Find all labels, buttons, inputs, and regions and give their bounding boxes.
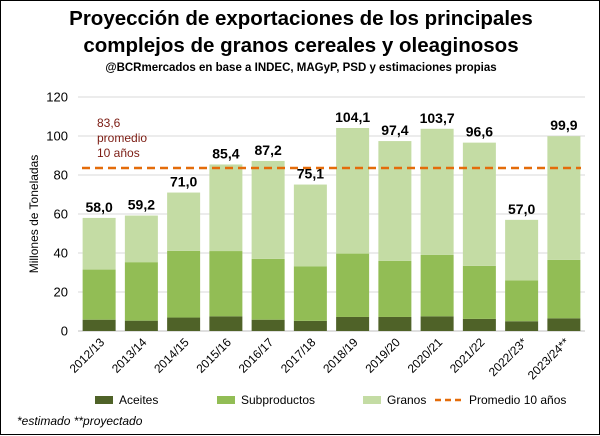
x-tick-label: 2015/16	[193, 335, 234, 376]
chart-title-line-1: Proyección de exportaciones de los princ…	[69, 7, 533, 30]
total-label: 96,6	[466, 124, 493, 140]
legend: Aceites Subproductos Granos Promedio 10 año…	[95, 393, 566, 407]
y-tick-label: 40	[54, 246, 68, 261]
bar-aceites-2	[167, 317, 201, 331]
bar-granos-11	[547, 136, 581, 260]
bar-aceites-1	[124, 320, 158, 331]
bar-granos-4	[251, 160, 285, 259]
bar-aceites-5	[293, 320, 327, 331]
average-label-line-3: 10 años	[97, 146, 140, 160]
bar-subproductos-1	[124, 262, 158, 321]
bar-granos-6	[336, 128, 370, 254]
x-tick-label: 2017/18	[278, 335, 319, 376]
bar-subproductos-9	[462, 265, 496, 319]
bar-aceites-9	[462, 318, 496, 331]
bar-granos-8	[420, 128, 454, 255]
x-tick-label: 2021/22	[447, 335, 488, 376]
y-tick-label: 0	[61, 324, 68, 339]
total-label: 75,1	[297, 166, 324, 182]
bar-granos-0	[82, 217, 116, 270]
bar-granos-5	[293, 184, 327, 267]
total-label: 57,0	[508, 201, 535, 217]
legend-swatch-aceites	[95, 396, 113, 404]
x-tick-label: 2012/13	[67, 335, 108, 376]
legend-swatch-granos	[363, 396, 381, 404]
x-tick-label: 2022/23*	[486, 335, 530, 379]
chart-title: Proyección de exportaciones de los princ…	[1, 5, 600, 59]
total-label: 85,4	[212, 145, 239, 161]
bar-subproductos-11	[547, 259, 581, 319]
bar-aceites-4	[251, 319, 285, 331]
bar-subproductos-4	[251, 258, 285, 320]
bar-aceites-10	[505, 321, 539, 331]
bar-aceites-7	[378, 316, 412, 331]
bar-subproductos-7	[378, 260, 412, 317]
bar-granos-3	[209, 164, 243, 252]
bar-subproductos-8	[420, 254, 454, 317]
x-tick-label: 2014/15	[151, 335, 192, 376]
bar-granos-2	[167, 192, 201, 251]
y-tick-label: 80	[54, 168, 68, 183]
average-label-line-1: 83,6	[97, 116, 121, 130]
x-tick-label: 2018/19	[320, 335, 361, 376]
chart-subtitle: @BCRmercados en base a INDEC, MAGyP, PSD…	[105, 62, 497, 74]
y-tick-label: 120	[46, 90, 68, 105]
average-label-line-2: promedio	[97, 131, 147, 145]
y-tick-label: 20	[54, 285, 68, 300]
bar-granos-7	[378, 141, 412, 261]
total-label: 97,4	[381, 122, 408, 138]
legend-label-subproductos: Subproductos	[241, 393, 315, 407]
x-tick-label: 2016/17	[236, 335, 277, 376]
total-label: 58,0	[86, 199, 113, 215]
bar-subproductos-3	[209, 251, 243, 317]
data-labels: 58,0 59,2 71,0 85,4 87,2 75,1 104,1 97,4 103,7 96…	[86, 109, 578, 217]
gridlines	[78, 96, 585, 332]
total-label: 59,2	[128, 197, 155, 213]
bar-subproductos-6	[336, 253, 370, 317]
y-axis-label: Millones de Toneladas	[27, 155, 41, 274]
total-label: 87,2	[255, 142, 282, 158]
bar-granos-1	[124, 215, 158, 263]
legend-label-granos: Granos	[387, 393, 426, 407]
y-tick-label: 100	[46, 129, 68, 144]
total-label: 99,9	[550, 117, 577, 133]
bar-aceites-11	[547, 318, 581, 331]
y-tick-label: 60	[54, 207, 68, 222]
bar-aceites-3	[209, 316, 243, 331]
bar-aceites-0	[82, 319, 116, 331]
footnote: *estimado **proyectado	[17, 414, 143, 428]
x-tick-label: 2013/14	[109, 335, 150, 376]
bars	[82, 128, 581, 331]
chart-title-line-2: complejos de granos cereales y oleaginos…	[83, 34, 519, 57]
bar-aceites-6	[336, 316, 370, 331]
x-tick-label: 2019/20	[362, 335, 403, 376]
bar-aceites-8	[420, 316, 454, 331]
total-label: 71,0	[170, 174, 197, 190]
bar-granos-9	[462, 142, 496, 266]
legend-swatch-subproductos	[217, 396, 235, 404]
x-tick-label: 2023/24**	[525, 335, 572, 382]
bar-subproductos-0	[82, 269, 116, 320]
bar-subproductos-5	[293, 266, 327, 321]
bar-granos-10	[505, 219, 539, 281]
total-label: 104,1	[335, 109, 370, 125]
total-label: 103,7	[420, 110, 455, 126]
x-tick-label: 2020/21	[405, 335, 446, 376]
legend-label-average: Promedio 10 años	[469, 393, 566, 407]
legend-label-aceites: Aceites	[119, 393, 158, 407]
bar-subproductos-2	[167, 250, 201, 318]
bar-subproductos-10	[505, 280, 539, 322]
